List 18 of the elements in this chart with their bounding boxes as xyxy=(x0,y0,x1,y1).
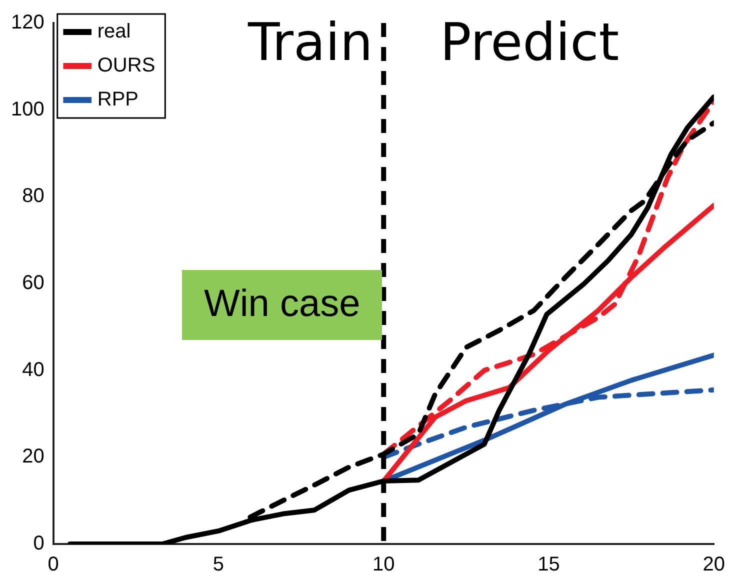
y-tick-label: 40 xyxy=(22,358,44,381)
y-tick-label: 20 xyxy=(22,446,44,468)
legend-label: OURS xyxy=(97,54,156,77)
annotation: Predict xyxy=(440,12,620,74)
y-tick-label: 120 xyxy=(10,12,44,34)
x-tick-label: 15 xyxy=(538,554,560,576)
y-tick-label: 80 xyxy=(22,185,44,208)
x-tick-label: 10 xyxy=(372,554,395,576)
annotation: Train xyxy=(248,12,373,74)
x-tick-label: 0 xyxy=(48,554,59,576)
x-tick-label: 20 xyxy=(702,554,725,576)
legend-label: real xyxy=(97,20,131,43)
x-tick-label: 5 xyxy=(212,554,224,576)
y-tick-label: 60 xyxy=(22,272,44,294)
annotation: Win case xyxy=(182,270,382,340)
legend-label: RPP xyxy=(97,88,138,111)
y-tick-label: 100 xyxy=(10,98,44,120)
y-tick-label: 0 xyxy=(33,532,44,555)
